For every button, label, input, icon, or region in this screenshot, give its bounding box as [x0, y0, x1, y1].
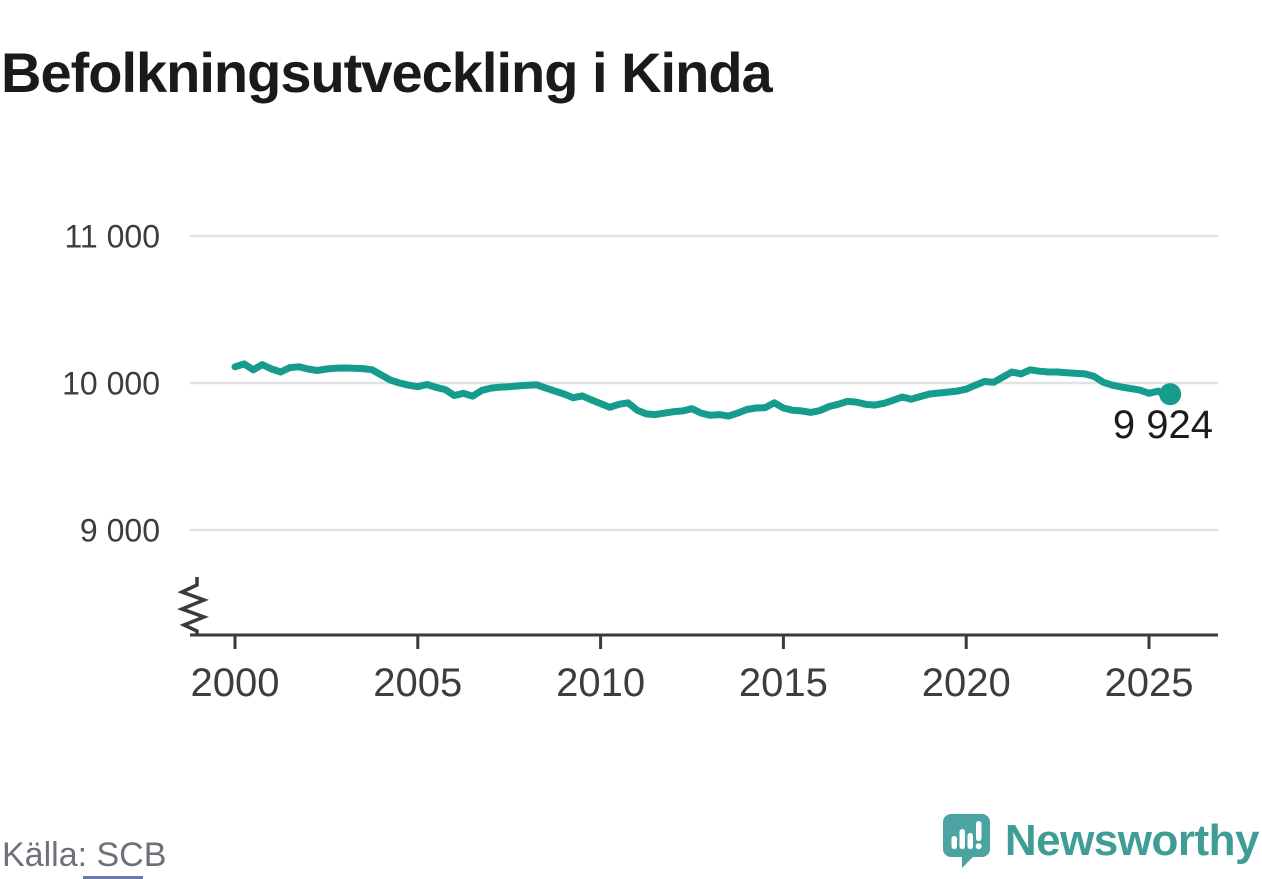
speech-bubble-shape: [942, 814, 990, 868]
page-title: Befolkningsutveckling i Kinda: [1, 40, 773, 104]
y-axis-tick-label: 11 000: [65, 219, 161, 255]
y-axis-tick-label: 9 000: [80, 513, 160, 549]
bottom-edge-bar: [83, 876, 143, 879]
bar-chart-exclamation-glyph: [951, 821, 982, 850]
source-caption: Källa: SCB: [2, 836, 167, 874]
population-series-line: [231, 360, 1174, 420]
y-axis-tick-label: 10 000: [62, 366, 160, 402]
x-axis-tick-label: 2025: [1105, 661, 1194, 705]
series-end-dot: [1159, 383, 1182, 406]
x-axis-tick-label: 2000: [191, 661, 280, 705]
x-axis-tick-label: 2015: [739, 661, 828, 705]
axis-break-icon: [177, 577, 209, 636]
newsworthy-logo: Newsworthy: [942, 814, 1260, 868]
brand-wordmark: Newsworthy: [1004, 816, 1260, 865]
x-axis-tick-label: 2020: [922, 661, 1011, 705]
x-axis-tick-label: 2010: [556, 661, 645, 705]
end-value-label: 9 924: [1112, 403, 1213, 447]
newsworthy-speech-bubble-icon: [942, 814, 990, 868]
x-axis-tick-label: 2005: [373, 661, 462, 705]
